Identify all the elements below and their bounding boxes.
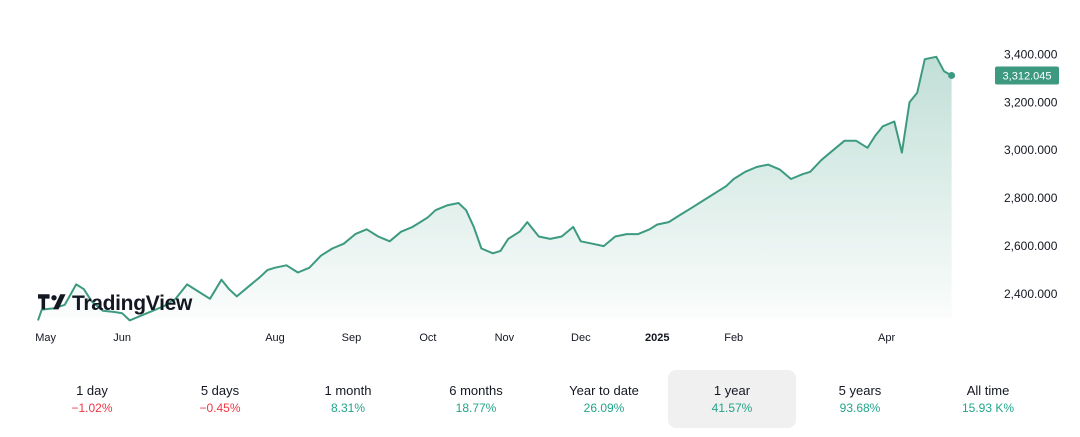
tradingview-logo: TradingView <box>38 290 192 318</box>
y-tick-label: 2,400.000 <box>1004 287 1058 301</box>
x-tick-label: Oct <box>419 332 436 344</box>
current-price-label: 3,312.045 <box>1003 70 1052 82</box>
y-tick-label: 3,400.000 <box>1004 47 1058 61</box>
series-area <box>38 56 952 321</box>
range-label: Year to date <box>569 383 639 398</box>
range-change: 18.77% <box>455 401 497 415</box>
range-change: −0.45% <box>199 401 241 415</box>
range-5-years[interactable]: 5 years 93.68% <box>796 370 924 428</box>
range-year-to-date[interactable]: Year to date 26.09% <box>540 370 668 428</box>
range-1-month[interactable]: 1 month 8.31% <box>284 370 412 428</box>
series-line <box>37 55 953 322</box>
x-tick-label: Sep <box>342 332 362 344</box>
range-change: −1.02% <box>71 401 113 415</box>
x-tick-label: Nov <box>495 332 515 344</box>
y-tick-label: 3,000.000 <box>1004 143 1058 157</box>
range-label: All time <box>966 383 1010 398</box>
y-tick-label: 2,800.000 <box>1004 191 1058 205</box>
range-all-time[interactable]: All time 15.93 K% <box>924 370 1052 428</box>
x-tick-label: 2025 <box>645 332 669 344</box>
range-change: 41.57% <box>711 401 753 415</box>
range-label: 5 days <box>200 383 240 398</box>
range-change: 26.09% <box>583 401 625 415</box>
tradingview-logo-icon <box>38 294 66 310</box>
last-point <box>948 71 956 79</box>
x-tick-label: Dec <box>571 332 591 344</box>
range-1-day[interactable]: 1 day −1.02% <box>28 370 156 428</box>
range-6-months[interactable]: 6 months 18.77% <box>412 370 540 428</box>
range-label: 1 month <box>324 383 372 398</box>
time-range-selector: 1 day −1.02% 5 days −0.45% 1 month 8.31%… <box>0 370 1080 428</box>
range-label: 5 years <box>838 383 882 398</box>
y-tick-label: 2,600.000 <box>1004 239 1058 253</box>
price-chart[interactable]: 2,400.000 2,600.000 2,800.000 3,000.000 3,20… <box>0 0 1080 360</box>
range-label: 1 day <box>76 383 108 398</box>
x-tick-label: Apr <box>878 332 895 344</box>
range-change: 93.68% <box>839 401 881 415</box>
current-price-badge <box>995 66 1059 85</box>
x-tick-label: May <box>35 332 56 344</box>
range-5-days[interactable]: 5 days −0.45% <box>156 370 284 428</box>
range-change: 15.93 K% <box>961 401 1015 415</box>
tradingview-logo-text: TradingView <box>72 292 193 315</box>
x-tick-label: Feb <box>724 332 743 344</box>
range-label: 6 months <box>449 383 503 398</box>
chart-svg[interactable]: 2,400.000 2,600.000 2,800.000 3,000.000 3,20… <box>0 0 1080 360</box>
x-tick-label: Aug <box>265 332 285 344</box>
range-label: 1 year <box>713 383 751 398</box>
range-1-year[interactable]: 1 year 41.57% <box>668 370 796 428</box>
y-tick-label: 3,200.000 <box>1004 95 1058 109</box>
x-tick-label: Jun <box>113 332 131 344</box>
range-change: 8.31% <box>330 401 366 415</box>
